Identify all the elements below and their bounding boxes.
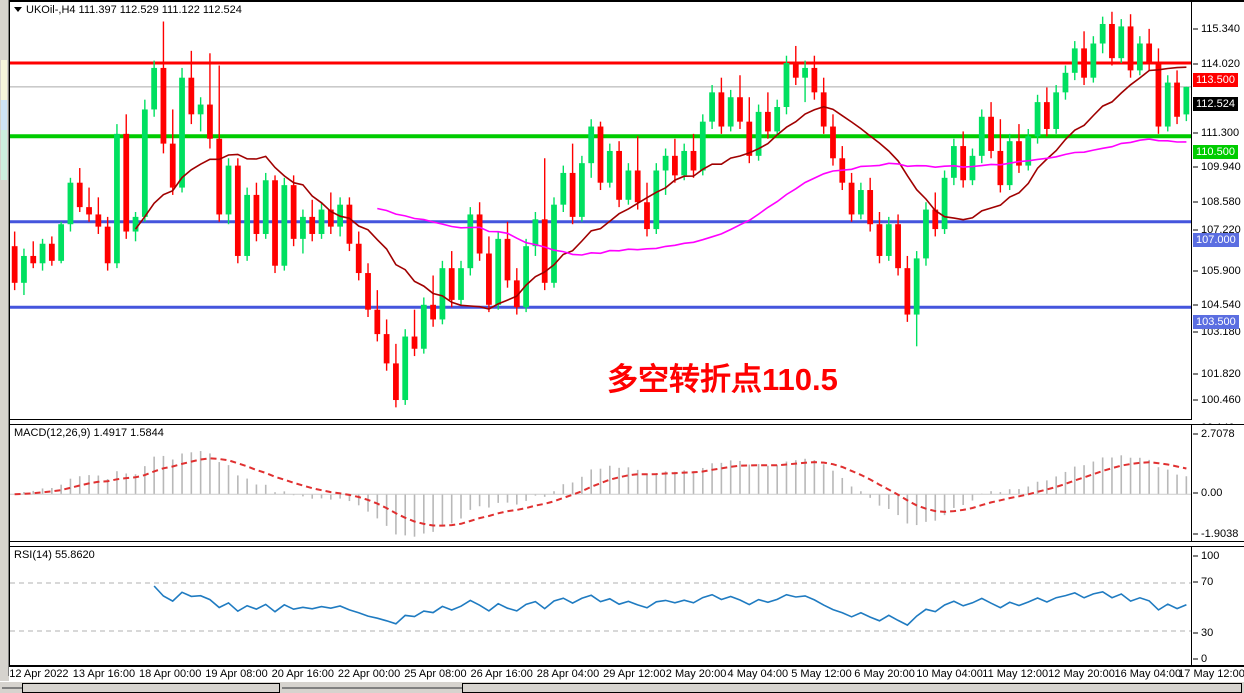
support-level-label[interactable]: 110.500 [1193,145,1238,159]
time-tick-label: 20 Apr 16:00 [271,668,334,680]
price-tick-label: 101.820 [1201,368,1241,380]
pivot-annotation: 多空转折点110.5 [607,362,838,397]
time-tick-label: 12 May 20:00 [1048,668,1115,680]
time-tick-label: 6 May 20:00 [854,668,915,680]
axis-tickmark [1193,331,1198,333]
time-tick-label: 25 Apr 08:00 [404,668,467,680]
horizontal-scrollbar[interactable] [0,681,1244,693]
time-tick-label: 12 Apr 2022 [9,668,69,680]
resistance-level-label[interactable]: 113.500 [1193,73,1238,87]
axis-tickmark [1193,632,1198,634]
time-tick-label: 13 Apr 16:00 [72,668,136,680]
axis-tickmark [1193,28,1198,30]
axis-tickmark [1193,63,1198,65]
rsi-axis: 100 70 30 0 [1191,546,1244,666]
time-tick-label: 10 May 04:00 [916,668,983,680]
time-tick-label: 2 May 20:00 [665,668,727,680]
axis-tickmark [1193,373,1198,375]
time-tick-label: 29 Apr 12:00 [603,668,666,680]
macd-tick-label: -1.9038 [1201,528,1239,540]
time-tick-label: 17 May 12:00 [1178,668,1244,680]
price-tick-label: 115.340 [1201,23,1240,35]
price-tick-label: 100.460 [1201,394,1241,406]
price-tick-label: 114.020 [1201,58,1240,70]
level-103-5-label[interactable]: 103.500 [1193,315,1239,329]
price-tick-label: 104.540 [1201,299,1241,311]
price-tick-label: 103.180 [1201,326,1241,338]
scrollbar-thumb[interactable] [22,683,280,693]
axis-tickmark [1193,166,1198,168]
macd-label: MACD(12,26,9) 1.4917 1.5844 [14,427,164,439]
price-axis: 115.340 114.020 111.300 109.940 108.580 107.2… [1191,0,1244,434]
time-tick-label: 28 Apr 04:00 [536,668,600,680]
axis-tickmark [1193,201,1198,203]
time-tick-label: 5 May 12:00 [791,668,852,680]
axis-tickmark [1193,399,1198,401]
scrollbar-thumb-2[interactable] [462,683,1242,693]
time-axis: 12 Apr 2022 13 Apr 16:00 18 Apr 00:00 19 Ap… [9,666,1244,681]
axis-tickmark [1193,229,1198,231]
axis-tickmark [1193,433,1198,435]
left-color-rail [0,0,9,676]
price-tick-label: 105.900 [1201,265,1241,277]
time-tick-label: 18 Apr 00:00 [138,668,202,680]
axis-tickmark [1193,555,1198,557]
axis-tickmark [1193,492,1198,494]
time-tick-label: 26 Apr 16:00 [470,668,533,680]
time-tick-label: 22 Apr 00:00 [337,668,401,680]
axis-tickmark [1193,658,1198,660]
time-tick-label: 4 May 04:00 [727,668,789,680]
rsi-tick-label: 70 [1201,576,1214,588]
rsi-label: RSI(14) 55.8620 [14,549,95,561]
price-tick-label: 111.300 [1201,127,1240,139]
price-chart-svg [10,11,1191,408]
macd-chart-svg [10,451,1191,537]
price-tick-label: 108.580 [1201,196,1241,208]
time-tick-label: 19 Apr 08:00 [205,668,268,680]
time-tick-label: 11 May 12:00 [982,668,1049,680]
level-107-label[interactable]: 107.000 [1193,233,1239,247]
axis-tickmark [1193,132,1198,134]
rsi-tick-label: 0 [1201,653,1208,665]
axis-tickmark [1193,533,1198,535]
macd-axis: 2.7078 0.00 -1.9038 [1191,424,1244,542]
symbol-header: UKOil-,H4 111.397 112.529 111.122 112.52… [14,4,242,16]
triangle-down-icon[interactable] [14,6,22,12]
rsi-tick-label: 30 [1201,627,1214,639]
macd-tick-label: 2.7078 [1201,428,1235,440]
rsi-pane[interactable]: RSI(14) 55.8620 [10,546,1191,666]
axis-tickmark [1193,304,1198,306]
time-tick-label: 16 May 04:00 [1114,668,1182,680]
chart-frame: UKOil-,H4 111.397 112.529 111.122 112.52… [9,0,1244,676]
macd-tick-label: 0.00 [1201,487,1223,499]
axis-tickmark [1193,581,1198,583]
price-tick-label: 109.940 [1201,161,1241,173]
axis-tickmark [1193,270,1198,272]
current-price-label[interactable]: 112.524 [1193,97,1238,111]
macd-pane[interactable]: MACD(12,26,9) 1.4917 1.5844 [10,424,1191,542]
rsi-tick-label: 100 [1201,550,1220,562]
price-pane[interactable]: UKOil-,H4 111.397 112.529 111.122 112.52… [10,0,1191,420]
rsi-chart-svg [10,582,1191,632]
